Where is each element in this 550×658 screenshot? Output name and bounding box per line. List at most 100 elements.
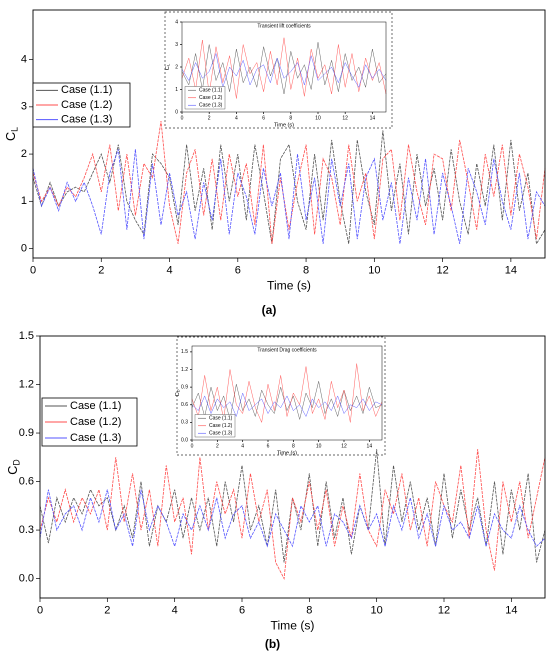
data-line (191, 381, 383, 420)
plot-frame (191, 345, 383, 441)
x-tick-label: 0 (37, 605, 43, 617)
legend-label: Case (1.2) (199, 95, 223, 101)
x-axis-label: Time (s) (274, 122, 294, 128)
data-line (191, 392, 383, 418)
x-tick-label: 6 (267, 443, 270, 449)
y-tick-label: 0.9 (181, 384, 188, 390)
y-tick-label: 1.2 (181, 367, 188, 373)
data-line (181, 37, 387, 99)
legend-label: Case (1.3) (61, 114, 112, 126)
x-tick-label: 8 (292, 443, 295, 449)
x-tick-label: 12 (436, 265, 448, 277)
x-tick-label: 4 (172, 605, 178, 617)
y-tick-label: 1 (175, 87, 178, 93)
y-tick-label: 3 (21, 101, 27, 113)
y-axis-label-subscript: L (166, 63, 171, 66)
x-tick-label: 0 (30, 265, 36, 277)
y-axis-label: CD (6, 459, 21, 475)
panel-caption: (b) (265, 637, 280, 651)
x-tick-label: 10 (316, 443, 322, 449)
legend-label: Case (1.2) (209, 423, 233, 429)
y-tick-label: 4 (21, 54, 27, 66)
y-axis-label: CL (4, 127, 19, 141)
x-tick-label: 0 (191, 443, 194, 449)
x-tick-label: 6 (262, 115, 265, 121)
legend-label: Case (1.3) (70, 432, 121, 444)
data-line (39, 449, 546, 563)
legend-label: Case (1.2) (70, 416, 121, 428)
x-tick-label: 14 (505, 265, 517, 277)
y-tick-label: 0.0 (181, 437, 188, 443)
data-line (39, 449, 546, 580)
y-axis-label-main: C (6, 466, 20, 475)
legend-label: Case (1.2) (61, 99, 112, 111)
x-tick-label: 4 (166, 265, 172, 277)
chart-title: Transient Drag coefficients (257, 347, 317, 353)
plot-frame (39, 335, 546, 599)
data-line (32, 120, 546, 244)
x-tick-label: 2 (208, 115, 211, 121)
x-tick-label: 2 (104, 605, 110, 617)
y-axis-label-subscript: D (12, 459, 22, 465)
y-tick-label: 1.5 (181, 349, 188, 355)
chart-title: Transient lift coefficients (257, 23, 311, 29)
y-tick-label: 0 (175, 109, 178, 115)
x-tick-label: 6 (239, 605, 245, 617)
data-line (32, 130, 546, 246)
y-axis-label-main: C (175, 392, 181, 396)
y-tick-label: 2 (175, 64, 178, 70)
legend-label: Case (1.3) (199, 103, 223, 109)
x-tick-label: 8 (289, 115, 292, 121)
y-tick-label: 0.3 (19, 524, 34, 536)
y-axis-label: CL (165, 63, 171, 70)
y-tick-label: 0.3 (181, 420, 188, 426)
x-tick-label: 12 (438, 605, 450, 617)
legend-label: Case (1.1) (70, 400, 121, 412)
legend-label: Case (1.1) (61, 84, 112, 96)
y-tick-label: 1.5 (19, 330, 34, 342)
x-tick-label: 10 (315, 115, 321, 121)
legend-label: Case (1.3) (209, 431, 233, 437)
x-tick-label: 2 (98, 265, 104, 277)
y-axis-label-main: C (4, 132, 18, 141)
x-axis-label: Time (s) (277, 450, 297, 456)
y-axis-label: CD (175, 389, 181, 396)
y-axis-label-subscript: L (10, 127, 20, 132)
y-axis-label-main: C (165, 66, 171, 70)
y-tick-label: 0.0 (19, 572, 34, 584)
y-tick-label: 1.2 (19, 378, 34, 390)
data-line (181, 52, 387, 89)
x-tick-label: 2 (216, 443, 219, 449)
x-tick-label: 8 (306, 605, 312, 617)
y-tick-label: 3 (175, 42, 178, 48)
y-tick-label: 4 (175, 19, 178, 25)
x-tick-label: 8 (303, 265, 309, 277)
x-tick-label: 10 (371, 605, 383, 617)
x-tick-label: 12 (341, 443, 347, 449)
y-tick-label: 0 (21, 242, 27, 254)
x-tick-label: 14 (505, 605, 517, 617)
x-tick-label: 14 (370, 115, 376, 121)
x-tick-label: 10 (368, 265, 380, 277)
legend-box (194, 414, 236, 438)
y-tick-label: 2 (21, 148, 27, 160)
x-tick-label: 6 (235, 265, 241, 277)
data-line (32, 149, 546, 244)
y-tick-label: 0.6 (181, 402, 188, 408)
x-tick-label: 0 (181, 115, 184, 121)
legend-box (184, 86, 226, 110)
data-line (39, 489, 546, 548)
x-axis-label: Time (s) (267, 278, 311, 292)
x-tick-label: 4 (235, 115, 238, 121)
legend-label: Case (1.1) (209, 416, 233, 422)
data-line (181, 42, 387, 95)
legend-label: Case (1.1) (199, 88, 223, 94)
y-tick-label: 0.6 (19, 475, 34, 487)
x-tick-label: 12 (342, 115, 348, 121)
panel-caption: (a) (262, 303, 277, 317)
y-axis-label-subscript: D (176, 389, 181, 392)
x-axis-label: Time (s) (271, 618, 315, 632)
x-tick-label: 4 (241, 443, 244, 449)
plot-frame (32, 9, 546, 259)
